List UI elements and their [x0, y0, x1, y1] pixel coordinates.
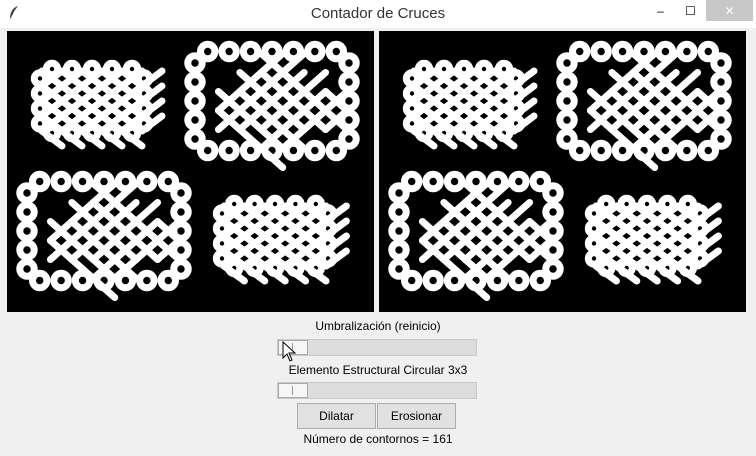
- maximize-icon: ☐: [685, 3, 696, 18]
- minimize-button[interactable]: ‒: [646, 0, 675, 21]
- dilate-button[interactable]: Dilatar: [297, 403, 376, 429]
- celtic-knot: [584, 194, 722, 285]
- erode-button[interactable]: Erosionar: [377, 403, 456, 429]
- celtic-knot-image-left: [16, 40, 360, 301]
- celtic-knot: [556, 40, 732, 171]
- feather-icon: [9, 6, 18, 21]
- celtic-knot: [30, 59, 166, 150]
- celtic-knot: [184, 40, 360, 171]
- celtic-knot: [388, 170, 564, 301]
- structuring-element-label: Elemento Estructural Circular 3x3: [288, 363, 468, 377]
- celtic-knot: [212, 194, 350, 285]
- structuring-element-slider-thumb[interactable]: [278, 383, 308, 398]
- celtic-knot: [16, 170, 192, 301]
- title-bar: Contador de Cruces ‒ ☐ ✕: [0, 0, 756, 28]
- structuring-element-slider[interactable]: [277, 382, 477, 399]
- close-icon: ✕: [724, 3, 735, 18]
- celtic-knot-image-right: [388, 40, 732, 301]
- contour-count-status: Número de contornos = 161: [303, 432, 453, 446]
- close-button[interactable]: ✕: [706, 0, 753, 21]
- threshold-slider[interactable]: [277, 339, 477, 356]
- maximize-button[interactable]: ☐: [676, 0, 705, 21]
- minimize-icon: ‒: [657, 3, 664, 18]
- window-title: Contador de Cruces: [310, 5, 446, 22]
- mouse-cursor-icon: [282, 341, 297, 362]
- original-image-panel: [7, 31, 374, 312]
- celtic-knot: [402, 59, 538, 150]
- processed-image-panel: [379, 31, 746, 312]
- threshold-label: Umbralización (reinicio): [315, 319, 441, 333]
